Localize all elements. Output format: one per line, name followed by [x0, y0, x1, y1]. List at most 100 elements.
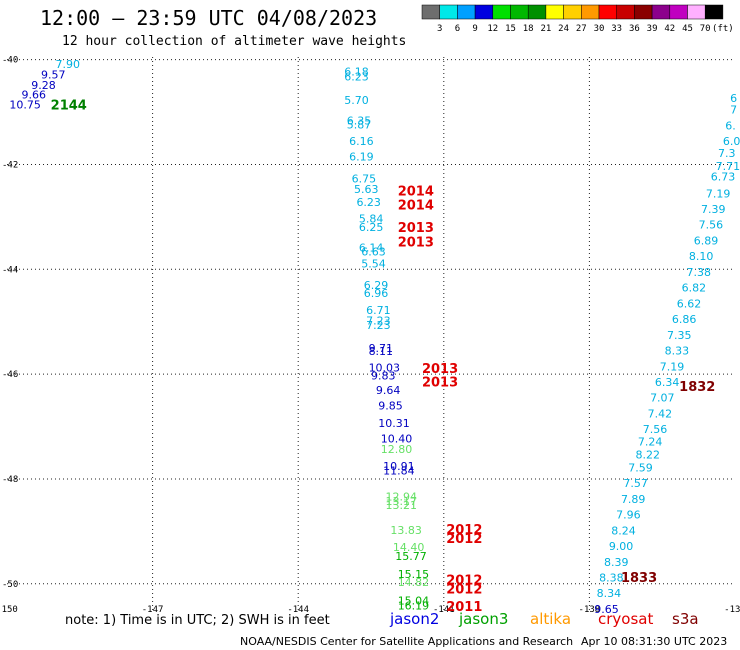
- wave-height-value: 10.75: [9, 99, 41, 112]
- colorbar-label: 18: [523, 24, 534, 34]
- wave-height-value: 6.35: [347, 114, 372, 127]
- wave-height-value: 7.56: [699, 219, 724, 232]
- footer-credit: NOAA/NESDIS Center for Satellite Applica…: [240, 635, 573, 648]
- colorbar-label: 27: [576, 24, 587, 34]
- wave-height-value: 8.11: [369, 345, 394, 358]
- x-tick-label: -147: [142, 605, 164, 615]
- wave-height-value: 9.85: [378, 400, 403, 413]
- wave-height-value: 6.86: [672, 313, 697, 326]
- wave-height-value: 8.38: [599, 572, 624, 585]
- colorbar-swatch: [669, 4, 688, 20]
- pass-number-label: 2013: [422, 375, 458, 390]
- pass-number-label: 2012: [446, 523, 482, 538]
- pass-number-label: 1833: [621, 571, 657, 586]
- wave-height-value: 7.89: [621, 493, 646, 506]
- wave-height-value: 8.10: [689, 250, 714, 263]
- satellite-legend-jason3: jason3: [458, 610, 508, 628]
- wave-height-value: 6.73: [711, 171, 736, 184]
- colorbar-swatch: [598, 4, 617, 20]
- wave-height-value: 7.19: [706, 187, 731, 200]
- wave-height-value: 10.31: [378, 417, 410, 430]
- wave-height-value: 9.66: [22, 89, 46, 102]
- wave-height-value: 7.23: [366, 319, 391, 332]
- wave-height-value: 12.94: [386, 490, 418, 503]
- wave-height-value: 7.56: [643, 423, 668, 436]
- wave-height-value: 6.25: [359, 221, 384, 234]
- colorbar-label: 42: [664, 24, 675, 34]
- wave-height-value: 6.71: [366, 304, 391, 317]
- wave-height-value: 7.90: [56, 58, 81, 71]
- satellite-legend: jason2 jason3 altika cryosat s3a: [389, 610, 699, 628]
- colorbar-swatch: [439, 4, 458, 20]
- colorbar-swatch: [457, 4, 476, 20]
- wave-height-value: 9.28: [31, 79, 56, 92]
- wave-height-value: 7.3: [718, 147, 736, 160]
- pass-number-label: 2012: [446, 583, 482, 598]
- wave-height-value: 7.19: [660, 360, 685, 373]
- wave-height-value: 7.35: [667, 329, 692, 342]
- colorbar-label: 36: [629, 24, 640, 34]
- pass-number-label: 2011: [446, 600, 482, 615]
- wave-height-value: 5.84: [359, 212, 384, 225]
- wave-height-value: 5.54: [361, 258, 386, 271]
- wave-height-value: 13.17: [386, 495, 418, 508]
- wave-height-value: 14.40: [393, 541, 425, 554]
- pass-number-label: 2144: [51, 99, 87, 114]
- wave-height-value: 5.70: [344, 94, 369, 107]
- wave-height-value: 13.83: [390, 524, 422, 537]
- wave-height-value: 16.19: [398, 599, 430, 612]
- colorbar-swatch: [634, 4, 653, 20]
- wave-height-value: 6.23: [344, 70, 369, 83]
- wave-height-value: 7.38: [686, 266, 711, 279]
- wave-height-value: 9.83: [371, 370, 396, 383]
- chart-subtitle: 12 hour collection of altimeter wave hei…: [62, 34, 406, 49]
- pass-number-labels: 2144201420142013201320132013201220122012…: [51, 99, 716, 615]
- wave-height-value: 6.14: [359, 241, 384, 254]
- satellite-legend-jason2: jason2: [389, 610, 439, 628]
- wave-height-value: 6.19: [349, 151, 374, 164]
- satellite-legend-altika: altika: [530, 610, 571, 628]
- colorbar-label: 3: [437, 24, 442, 34]
- wave-height-value: 10.91: [383, 460, 415, 473]
- colorbar-label: 15: [505, 24, 516, 34]
- pass-number-label: 2014: [398, 198, 434, 213]
- x-axis-ticks: -150 -147 -144 -141 -138 -135: [0, 605, 740, 615]
- wave-height-labels: 7.909.579.289.6610.756.186.235.706.355.8…: [9, 58, 740, 616]
- colorbar-swatch: [510, 4, 529, 20]
- wave-height-value: 6.82: [682, 282, 707, 295]
- wave-height-value: 6.: [725, 120, 736, 133]
- y-tick-label: -40: [2, 56, 18, 66]
- wave-height-value: 6.18: [344, 66, 369, 79]
- wave-height-value: 7.71: [716, 160, 740, 173]
- y-tick-label: -50: [2, 580, 18, 590]
- colorbar-label: 9: [472, 24, 477, 34]
- wave-height-value: 9.71: [369, 342, 394, 355]
- wave-height-value: 7.07: [650, 392, 675, 405]
- colorbar-swatch: [492, 4, 511, 20]
- pass-number-label: 2013: [398, 236, 434, 251]
- footer-note: note: 1) Time is in UTC; 2) SWH is in fe…: [65, 613, 330, 628]
- wave-height-value: 6: [730, 92, 737, 105]
- wave-height-value: 5.63: [354, 183, 379, 196]
- wave-height-value: 8.24: [611, 524, 636, 537]
- wave-height-value: 9.64: [376, 384, 401, 397]
- pass-number-label: 2013: [398, 221, 434, 236]
- colorbar-swatch: [527, 4, 547, 20]
- wave-height-value: 6.96: [364, 287, 389, 300]
- wave-height-value: 8.34: [597, 587, 622, 600]
- wave-height-value: 7.24: [638, 436, 663, 449]
- wave-height-value: 6.29: [364, 279, 389, 292]
- wave-height-value: 6.0: [723, 135, 740, 148]
- wave-height-value: 10.40: [381, 433, 413, 446]
- colorbar-label: 45: [682, 24, 693, 34]
- wave-height-value: 7.96: [616, 509, 641, 522]
- pass-number-label: 2014: [398, 185, 434, 200]
- wave-height-value: 15.04: [398, 595, 430, 608]
- colorbar-label: 12: [487, 24, 498, 34]
- colorbar-swatch: [616, 4, 635, 20]
- wave-height-value: 7.42: [648, 407, 673, 420]
- colorbar-swatch: [687, 4, 706, 20]
- wave-height-value: 7.57: [623, 477, 648, 490]
- colorbar-swatch: [581, 4, 600, 20]
